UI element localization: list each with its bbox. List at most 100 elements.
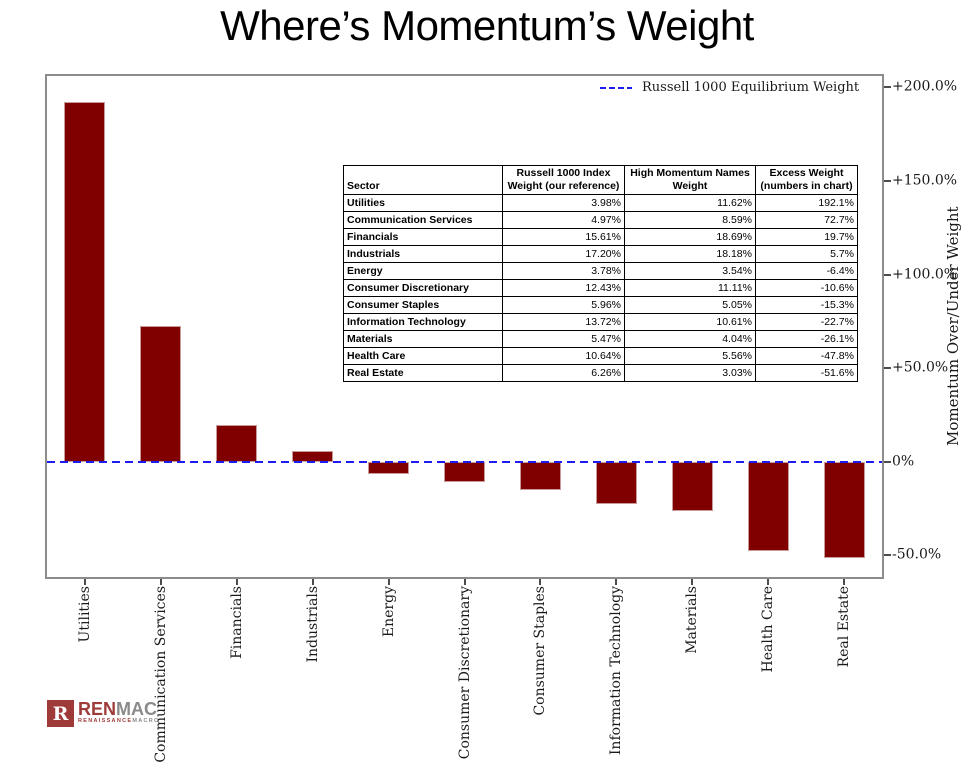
cell-value: 10.64% (502, 347, 625, 365)
cell-sector: Energy (343, 262, 503, 280)
cell-value: 192.1% (755, 194, 858, 212)
table-row: Industrials 17.20% 18.18% 5.7% (343, 245, 858, 263)
cell-value: 5.96% (502, 296, 625, 314)
cell-value: 18.69% (624, 228, 756, 246)
table-row: Financials 15.61% 18.69% 19.7% (343, 228, 858, 246)
renmac-logo-text: RENMAC RENAISSANCEMACRO (78, 700, 160, 725)
cell-value: 11.11% (624, 279, 756, 297)
table-header-0: Sector (343, 165, 503, 195)
equilibrium-zero-line (47, 460, 882, 463)
renmac-logo: R RENMAC RENAISSANCEMACRO (47, 700, 160, 727)
cell-value: 6.26% (502, 364, 625, 382)
y-tick-label: +150.0% (892, 172, 958, 189)
bar-materials (671, 461, 713, 511)
cell-sector: Materials (343, 330, 503, 348)
cell-value: -51.6% (755, 364, 858, 382)
table-row: Utilities 3.98% 11.62% 192.1% (343, 194, 858, 212)
bar-consumer-staples (519, 461, 561, 491)
bar-health-care (747, 461, 789, 552)
bar-communication-services (140, 325, 182, 462)
cell-value: 4.97% (502, 211, 625, 229)
y-tick-mark (884, 86, 891, 89)
x-label-health-care: Health Care (760, 586, 777, 673)
table-row: Information Technology 13.72% 10.61% -22.7% (343, 313, 858, 331)
x-label-consumer-discretionary: Consumer Discretionary (456, 586, 473, 760)
cell-value: 3.03% (624, 364, 756, 382)
x-tick-mark (463, 579, 466, 585)
cell-sector: Industrials (343, 245, 503, 263)
y-tick-label: -50.0% (892, 547, 942, 564)
table-row: Health Care 10.64% 5.56% -47.8% (343, 347, 858, 365)
cell-value: 5.7% (755, 245, 858, 263)
cell-value: 3.54% (624, 262, 756, 280)
x-label-materials: Materials (684, 586, 701, 654)
cell-value: -47.8% (755, 347, 858, 365)
cell-value: -22.7% (755, 313, 858, 331)
renmac-logo-subtitle: RENAISSANCEMACRO (78, 718, 160, 725)
chart-legend: Russell 1000 Equilibrium Weight (600, 80, 859, 95)
bar-real-estate (823, 461, 865, 559)
cell-value: -15.3% (755, 296, 858, 314)
x-tick-mark (767, 579, 770, 585)
logo-sub-macro: MACRO (132, 718, 160, 724)
x-tick-mark (615, 579, 618, 585)
cell-value: 5.47% (502, 330, 625, 348)
y-axis-title: Momentum Over/Under Weight (944, 206, 962, 447)
x-tick-mark (539, 579, 542, 585)
cell-sector: Communication Services (343, 211, 503, 229)
x-tick-mark (83, 579, 86, 585)
renmac-logo-name: RENMAC (78, 700, 160, 718)
cell-value: 18.18% (624, 245, 756, 263)
cell-sector: Utilities (343, 194, 503, 212)
y-tick-label: 0% (892, 453, 915, 470)
cell-value: 17.20% (502, 245, 625, 263)
page-title: Where’s Momentum’s Weight (220, 2, 754, 49)
x-tick-mark (159, 579, 162, 585)
y-tick-mark (884, 367, 891, 370)
y-tick-mark (884, 179, 891, 182)
cell-sector: Information Technology (343, 313, 503, 331)
logo-sub-renaissance: RENAISSANCE (78, 718, 133, 724)
cell-value: 3.98% (502, 194, 625, 212)
cell-sector: Health Care (343, 347, 503, 365)
bar-utilities (64, 102, 106, 462)
table-row: Materials 5.47% 4.04% -26.1% (343, 330, 858, 348)
cell-value: -6.4% (755, 262, 858, 280)
table-row: Communication Services 4.97% 8.59% 72.7% (343, 211, 858, 229)
x-tick-mark (387, 579, 390, 585)
x-tick-mark (311, 579, 314, 585)
renmac-logo-mark-icon: R (47, 700, 74, 727)
cell-sector: Consumer Discretionary (343, 279, 503, 297)
table-row: Real Estate 6.26% 3.03% -51.6% (343, 364, 858, 382)
x-tick-mark (843, 579, 846, 585)
cell-value: -10.6% (755, 279, 858, 297)
bar-information-technology (595, 461, 637, 505)
table-row: Consumer Staples 5.96% 5.05% -15.3% (343, 296, 858, 314)
table-row: Consumer Discretionary 12.43% 11.11% -10.6% (343, 279, 858, 297)
y-tick-mark (884, 273, 891, 276)
cell-value: -26.1% (755, 330, 858, 348)
x-label-consumer-staples: Consumer Staples (532, 586, 549, 716)
cell-value: 5.05% (624, 296, 756, 314)
cell-sector: Financials (343, 228, 503, 246)
cell-sector: Real Estate (343, 364, 503, 382)
x-label-utilities: Utilities (76, 586, 93, 643)
logo-ren: REN (78, 699, 117, 719)
cell-value: 19.7% (755, 228, 858, 246)
x-label-industrials: Industrials (304, 586, 321, 663)
logo-mac: MAC (116, 699, 158, 719)
bar-financials (216, 424, 258, 462)
cell-value: 4.04% (624, 330, 756, 348)
x-label-energy: Energy (380, 586, 397, 638)
cell-value: 72.7% (755, 211, 858, 229)
table-row: Energy 3.78% 3.54% -6.4% (343, 262, 858, 280)
cell-value: 13.72% (502, 313, 625, 331)
cell-value: 8.59% (624, 211, 756, 229)
sector-weights-table: Sector Russell 1000 Index Weight (our ref… (343, 165, 858, 382)
cell-sector: Consumer Staples (343, 296, 503, 314)
y-tick-mark (884, 554, 891, 557)
bar-consumer-discretionary (444, 461, 485, 482)
cell-value: 5.56% (624, 347, 756, 365)
x-tick-mark (691, 579, 694, 585)
table-header-row: Sector Russell 1000 Index Weight (our ref… (343, 165, 858, 195)
